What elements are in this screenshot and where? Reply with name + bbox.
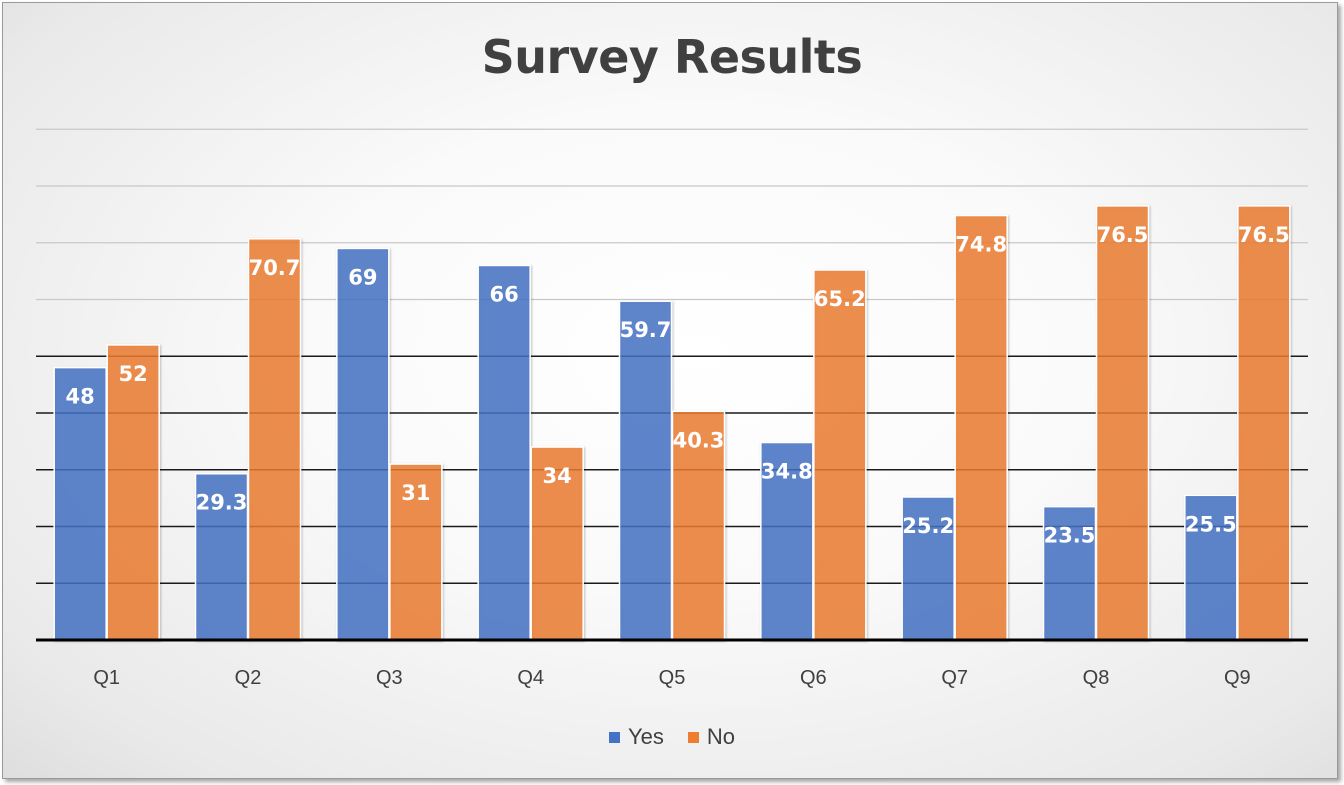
data-label: 31 <box>401 481 430 505</box>
legend-item-no: No <box>687 724 735 750</box>
legend-label-yes: Yes <box>627 724 664 749</box>
data-label: 59.7 <box>620 318 672 342</box>
bar-no-q7 <box>954 214 1008 641</box>
data-label: 25.2 <box>902 514 954 538</box>
bar-yes-q3 <box>336 247 390 641</box>
data-label: 40.3 <box>673 428 725 452</box>
x-tick-label: Q1 <box>93 667 120 689</box>
bar-yes-q6 <box>760 441 814 641</box>
data-label: 76.5 <box>1097 223 1149 247</box>
data-label: 48 <box>66 385 95 409</box>
bar-no-q1 <box>106 344 160 641</box>
bar-no-q6 <box>813 269 867 641</box>
data-label: 34 <box>543 464 572 488</box>
bar-no-q9 <box>1237 205 1291 641</box>
data-label: 34.8 <box>761 460 813 484</box>
bar-no-q3 <box>389 463 443 641</box>
bar-no-q2 <box>247 238 302 641</box>
data-label: 76.5 <box>1238 223 1290 247</box>
chart-title: Survey Results <box>481 30 863 84</box>
x-tick-label: Q5 <box>659 667 686 689</box>
data-label: 70.7 <box>249 256 301 280</box>
x-tick-label: Q6 <box>800 667 827 689</box>
legend-label-no: No <box>706 724 735 749</box>
legend: Yes No <box>0 724 1344 750</box>
legend-swatch-no <box>687 731 699 743</box>
x-tick-label: Q2 <box>235 667 262 689</box>
data-label: 66 <box>490 282 519 306</box>
bar-yes-q4 <box>477 264 531 641</box>
data-label: 69 <box>348 265 377 289</box>
x-tick-label: Q8 <box>1083 667 1110 689</box>
legend-item-yes: Yes <box>608 724 664 750</box>
bar-yes-q1 <box>53 366 107 641</box>
x-tick-label: Q9 <box>1224 667 1251 689</box>
x-tick-label: Q3 <box>376 667 403 689</box>
bar-yes-q9 <box>1184 494 1238 641</box>
bar-yes-q5 <box>618 300 673 641</box>
x-tick-label: Q4 <box>517 667 544 689</box>
x-tick-label: Q7 <box>941 667 968 689</box>
bar-no-q8 <box>1095 205 1150 641</box>
data-label: 29.3 <box>196 491 248 515</box>
legend-swatch-yes <box>608 731 620 743</box>
data-label: 52 <box>119 362 148 386</box>
data-label: 74.8 <box>955 233 1007 257</box>
data-label: 25.5 <box>1185 512 1237 536</box>
data-label: 65.2 <box>814 287 866 311</box>
bar-yes-q8 <box>1042 505 1097 641</box>
bar-yes-q7 <box>901 496 955 641</box>
data-label: 23.5 <box>1044 524 1096 548</box>
bar-yes-q2 <box>194 472 249 641</box>
